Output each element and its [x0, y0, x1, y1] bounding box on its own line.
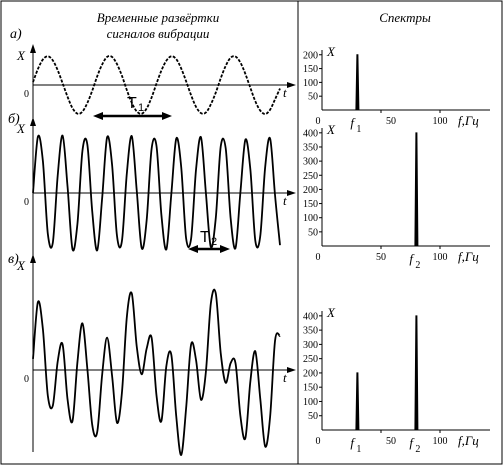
x-tick-label: 50 — [376, 252, 386, 263]
spectrum-peak — [414, 315, 419, 431]
y-tick-label: 250 — [303, 354, 318, 365]
frequency-marker-subscript: 2 — [415, 260, 420, 271]
spectrum-peak — [355, 54, 360, 111]
origin-label: 0 — [24, 374, 29, 385]
y-tick-label: 400 — [303, 311, 318, 322]
x-origin-label: 0 — [316, 436, 321, 447]
y-tick-label: 150 — [303, 64, 318, 75]
y-axis-arrow — [30, 117, 36, 126]
period-arrow-head-left — [93, 112, 103, 120]
x-tick-label: 100 — [433, 252, 448, 263]
period-arrow-head-right — [162, 112, 172, 120]
x-axis-label: t — [283, 193, 287, 208]
period-subscript: 1 — [138, 102, 144, 114]
x-axis-arrow — [287, 190, 296, 196]
x-axis-label: f,Гц — [458, 249, 479, 264]
header-time-line2: сигналов вибрации — [107, 26, 210, 41]
y-tick-label: 50 — [308, 92, 318, 103]
x-tick-label: 100 — [433, 436, 448, 447]
x-tick-label: 100 — [433, 116, 448, 127]
y-axis-arrow — [30, 254, 36, 263]
time-panel-1: а) Xt 0 T 1 — [10, 27, 288, 120]
y-tick-label: 100 — [303, 213, 318, 224]
period-label: T — [200, 229, 210, 246]
x-axis-arrow — [287, 367, 296, 373]
y-tick-label: 50 — [308, 411, 318, 422]
time-panel-2: б)Xt 0 T 2 — [8, 112, 288, 258]
time-panel-3: в)Xt 0 — [8, 252, 288, 456]
period-label: T — [127, 95, 137, 112]
frequency-marker-subscript: 1 — [356, 444, 361, 455]
y-tick-label: 350 — [303, 142, 318, 153]
x-axis-label: t — [283, 85, 287, 100]
spectrum-panel-1: X 50 100 150 200 0 50 100 f,Гц f 1 — [303, 44, 490, 135]
y-axis-label: X — [326, 122, 336, 137]
x-axis-label: f,Гц — [458, 433, 479, 448]
spectrum-panel-2: X 50 100 150 200 250 300 350 400 0 50 100 f,Гц f 2 — [303, 122, 490, 271]
frequency-marker-label: f — [409, 251, 415, 266]
y-tick-label: 250 — [303, 171, 318, 182]
y-axis-label: X — [16, 121, 26, 136]
signal-series-line — [32, 134, 281, 252]
panel-label: а) — [10, 27, 22, 42]
y-tick-label: 200 — [303, 368, 318, 379]
panel-label: в) — [8, 252, 19, 267]
y-tick-label: 400 — [303, 128, 318, 139]
period-arrow-head-right — [220, 245, 230, 253]
y-tick-label: 300 — [303, 157, 318, 168]
frequency-marker-label: f — [350, 435, 356, 450]
panel-label: б) — [8, 112, 20, 127]
period-subscript: 2 — [211, 236, 217, 248]
frequency-marker-subscript: 1 — [356, 124, 361, 135]
x-axis-label: t — [283, 370, 287, 385]
frequency-marker-subscript: 2 — [415, 444, 420, 455]
header-spectra: Спектры — [379, 10, 431, 25]
signal-series-line — [32, 288, 281, 456]
y-tick-label: 200 — [303, 50, 318, 61]
y-tick-label: 150 — [303, 199, 318, 210]
y-axis-arrow — [30, 44, 36, 53]
x-axis-label: f,Гц — [458, 113, 479, 128]
header-time-line1: Временные развёртки — [97, 10, 220, 25]
signal-series-line — [32, 55, 281, 115]
spectrum-peak — [414, 132, 419, 247]
spectrum-peak — [355, 372, 360, 431]
period-arrow-head-left — [188, 245, 198, 253]
frequency-marker-label: f — [409, 435, 415, 450]
x-axis-arrow — [287, 82, 296, 88]
x-tick-label: 50 — [386, 436, 396, 447]
y-tick-label: 50 — [308, 227, 318, 238]
frequency-marker-label: f — [350, 115, 356, 130]
origin-label: 0 — [24, 197, 29, 208]
origin-label: 0 — [24, 89, 29, 100]
y-axis-label: X — [16, 258, 26, 273]
y-tick-label: 300 — [303, 340, 318, 351]
y-tick-label: 350 — [303, 326, 318, 337]
y-axis-label: X — [16, 48, 26, 63]
x-tick-label: 50 — [386, 116, 396, 127]
y-tick-label: 200 — [303, 185, 318, 196]
y-tick-label: 150 — [303, 383, 318, 394]
y-tick-label: 100 — [303, 78, 318, 89]
y-axis-label: X — [326, 44, 336, 59]
y-axis-label: X — [326, 305, 336, 320]
x-origin-label: 0 — [316, 116, 321, 127]
y-tick-label: 100 — [303, 397, 318, 408]
x-origin-label: 0 — [316, 252, 321, 263]
